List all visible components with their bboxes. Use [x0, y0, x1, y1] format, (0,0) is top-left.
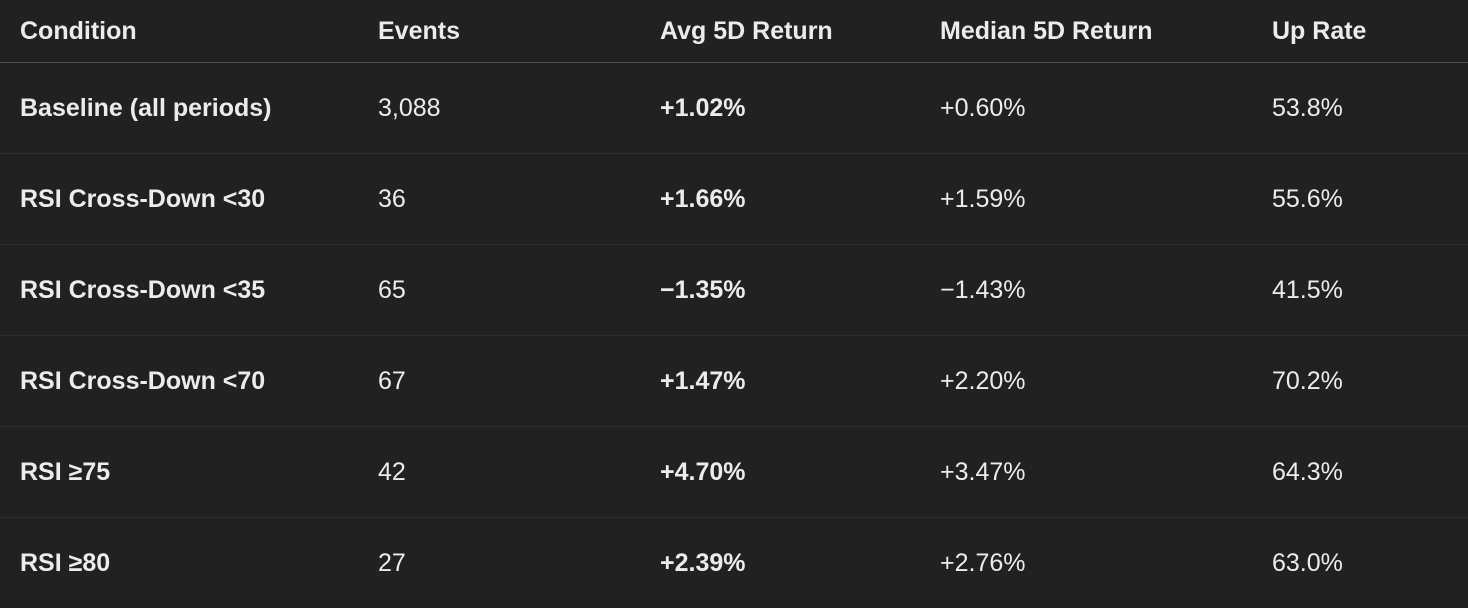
cell-condition: Baseline (all periods): [0, 63, 378, 154]
header-row: Condition Events Avg 5D Return Median 5D…: [0, 0, 1468, 63]
table-row: RSI Cross-Down <70 67 +1.47% +2.20% 70.2…: [0, 336, 1468, 427]
table-header: Condition Events Avg 5D Return Median 5D…: [0, 0, 1468, 63]
cell-median-5d-return: +1.59%: [940, 154, 1272, 245]
table-body: Baseline (all periods) 3,088 +1.02% +0.6…: [0, 63, 1468, 608]
cell-up-rate: 64.3%: [1272, 427, 1468, 518]
cell-avg-5d-return: +1.02%: [660, 63, 940, 154]
column-header-events: Events: [378, 0, 660, 63]
cell-up-rate: 63.0%: [1272, 518, 1468, 608]
cell-condition: RSI Cross-Down <30: [0, 154, 378, 245]
column-header-up-rate: Up Rate: [1272, 0, 1468, 63]
table-row: Baseline (all periods) 3,088 +1.02% +0.6…: [0, 63, 1468, 154]
cell-median-5d-return: +3.47%: [940, 427, 1272, 518]
table-row: RSI ≥80 27 +2.39% +2.76% 63.0%: [0, 518, 1468, 608]
column-header-median-5d-return: Median 5D Return: [940, 0, 1272, 63]
column-header-avg-5d-return: Avg 5D Return: [660, 0, 940, 63]
cell-up-rate: 41.5%: [1272, 245, 1468, 336]
table-row: RSI Cross-Down <30 36 +1.66% +1.59% 55.6…: [0, 154, 1468, 245]
cell-median-5d-return: −1.43%: [940, 245, 1272, 336]
table-row: RSI Cross-Down <35 65 −1.35% −1.43% 41.5…: [0, 245, 1468, 336]
cell-median-5d-return: +2.20%: [940, 336, 1272, 427]
table-row: RSI ≥75 42 +4.70% +3.47% 64.3%: [0, 427, 1468, 518]
cell-avg-5d-return: +2.39%: [660, 518, 940, 608]
cell-events: 3,088: [378, 63, 660, 154]
cell-up-rate: 55.6%: [1272, 154, 1468, 245]
cell-avg-5d-return: +1.47%: [660, 336, 940, 427]
cell-events: 65: [378, 245, 660, 336]
cell-median-5d-return: +2.76%: [940, 518, 1272, 608]
cell-avg-5d-return: +1.66%: [660, 154, 940, 245]
cell-events: 36: [378, 154, 660, 245]
cell-avg-5d-return: +4.70%: [660, 427, 940, 518]
cell-events: 67: [378, 336, 660, 427]
cell-condition: RSI ≥75: [0, 427, 378, 518]
column-header-condition: Condition: [0, 0, 378, 63]
cell-condition: RSI Cross-Down <70: [0, 336, 378, 427]
cell-events: 27: [378, 518, 660, 608]
cell-median-5d-return: +0.60%: [940, 63, 1272, 154]
cell-up-rate: 53.8%: [1272, 63, 1468, 154]
cell-events: 42: [378, 427, 660, 518]
cell-up-rate: 70.2%: [1272, 336, 1468, 427]
cell-condition: RSI ≥80: [0, 518, 378, 608]
cell-condition: RSI Cross-Down <35: [0, 245, 378, 336]
cell-avg-5d-return: −1.35%: [660, 245, 940, 336]
